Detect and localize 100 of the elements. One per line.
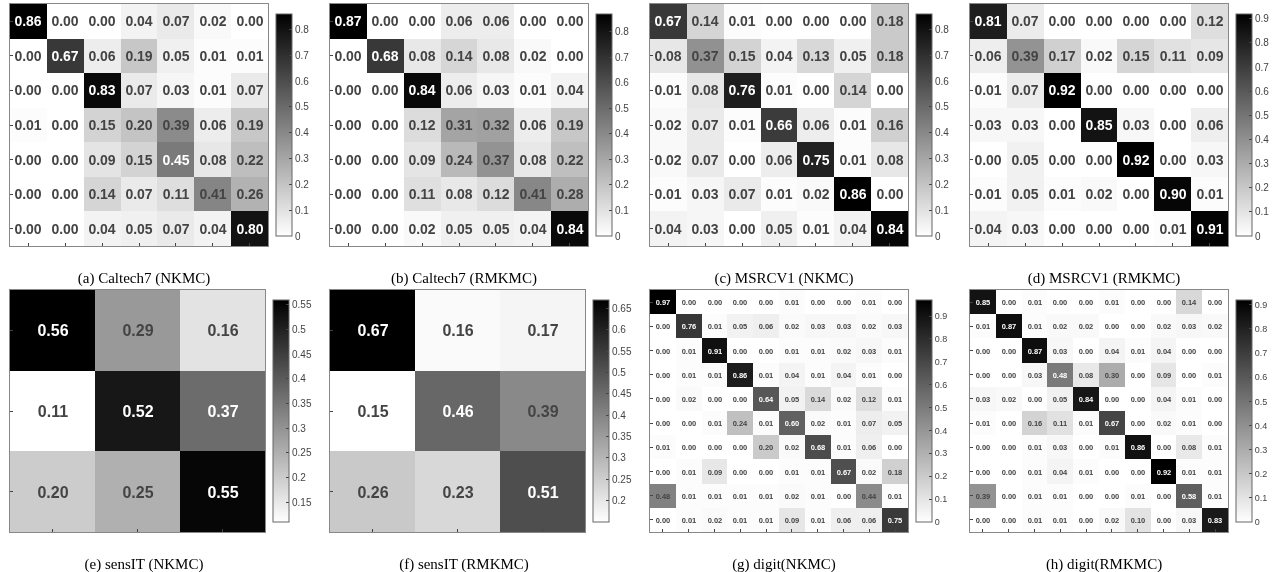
data-label: 0.06: [445, 12, 473, 29]
color-bar-label: 0.5: [612, 367, 627, 379]
data-label: 0.14: [88, 185, 116, 202]
color-bar-label: 0.2: [934, 471, 948, 482]
data-label: 0.39: [162, 116, 190, 133]
data-label: 0.00: [334, 47, 362, 64]
data-label: 0.01: [839, 116, 867, 133]
data-label: 0.00: [51, 116, 79, 133]
data-label: 0.01: [519, 81, 547, 98]
color-bar-label: 0.4: [935, 127, 950, 139]
data-label: 0.92: [1122, 151, 1150, 168]
data-label: 0.07: [728, 185, 756, 202]
data-label: 0.00: [371, 185, 399, 202]
data-label: 0.06: [519, 116, 547, 133]
data-label: 0.04: [974, 220, 1002, 237]
data-label: 0.00: [371, 81, 399, 98]
data-label: 0.45: [162, 151, 190, 168]
data-label: 0.00: [14, 220, 42, 237]
data-label: 0.11: [408, 185, 436, 202]
data-label: 0.00: [371, 151, 399, 168]
data-label: 0.02: [1085, 185, 1113, 202]
data-label: 0.66: [765, 116, 793, 133]
data-label: 0.00: [876, 81, 904, 98]
data-label: 0.05: [445, 220, 473, 237]
data-label: 0.01: [765, 185, 793, 202]
data-label: 0.03: [691, 185, 719, 202]
data-label: 0.00: [334, 81, 362, 98]
data-label: 0.02: [519, 47, 547, 64]
color-bar-label: 0.5: [615, 102, 630, 114]
data-label: 0.67: [51, 47, 79, 64]
color-bar-label: 0.3: [1254, 444, 1268, 455]
data-label: 0.01: [974, 81, 1002, 98]
data-label: 0.08: [876, 151, 904, 168]
data-label: 0.41: [199, 185, 227, 202]
color-bar-label: 0.3: [934, 448, 948, 459]
color-bar-label: 0.4: [1254, 420, 1268, 431]
color-bar-label: 0.2: [615, 179, 630, 191]
data-label: 0.18: [876, 12, 904, 29]
data-label: 0.00: [1048, 151, 1076, 168]
data-label: 0.00: [1085, 12, 1113, 29]
data-label: 0.56: [37, 321, 69, 339]
data-label: 0.06: [1196, 116, 1224, 133]
data-label: 0.24: [445, 151, 473, 168]
color-bar-label: 0.8: [615, 26, 630, 38]
data-label: 0.01: [236, 47, 264, 64]
data-label: 0.00: [728, 220, 756, 237]
color-bar-label: 0.3: [612, 452, 627, 464]
data-label: 0.80: [236, 220, 264, 237]
data-label: 0.06: [802, 116, 830, 133]
text: (h) digit(RMKMC): [1045, 556, 1163, 572]
data-label: 0.00: [371, 116, 399, 133]
data-label: 0.00: [974, 151, 1002, 168]
color-bar-label: 0.3: [935, 153, 950, 165]
data-label: 0.37: [691, 47, 719, 64]
data-label: 0.00: [1085, 151, 1113, 168]
data-label: 0.00: [408, 12, 436, 29]
data-label: 0.03: [482, 81, 510, 98]
data-label: 0.00: [519, 12, 547, 29]
text: (a) Caltech7 (NKMC): [77, 270, 211, 288]
data-label: 0.03: [974, 116, 1002, 133]
data-label: 0.00: [51, 12, 79, 29]
data-label: 0.00: [1159, 12, 1187, 29]
color-bar-label: 0.3: [615, 153, 630, 165]
data-label: 0.00: [1085, 81, 1113, 98]
data-label: 0.81: [974, 12, 1002, 29]
data-label: 0.08: [199, 151, 227, 168]
data-label: 0.02: [654, 116, 682, 133]
data-label: 0.05: [1011, 151, 1039, 168]
data-label: 0.32: [482, 116, 510, 133]
color-bar-label: 0.4: [295, 127, 310, 139]
color-bar-label: 0.8: [1255, 37, 1270, 49]
data-label: 0.07: [125, 185, 153, 202]
data-label: 0.05: [482, 220, 510, 237]
color-bar-label: 0.7: [1254, 348, 1268, 359]
color-bar-label: 0.1: [295, 204, 310, 216]
text: (f) sensIT (RMKMC): [399, 556, 529, 572]
color-bar-label: 0.1: [934, 494, 948, 505]
data-label: 0.00: [728, 151, 756, 168]
color-bar-label: 0.8: [934, 334, 948, 345]
data-label: 0.02: [654, 151, 682, 168]
data-label: 0.00: [51, 151, 79, 168]
color-bar-label: 0.25: [292, 447, 312, 459]
data-label: 0.09: [88, 151, 116, 168]
color-bar-label: 0.6: [935, 75, 950, 87]
data-label: 0.84: [556, 220, 584, 237]
data-label: 0.00: [556, 12, 584, 29]
data-label: 0.26: [236, 185, 264, 202]
data-label: 0.00: [334, 116, 362, 133]
color-bar-label: 0: [1255, 230, 1261, 242]
data-label: 0.01: [1159, 220, 1187, 237]
color-bar-label: 0.7: [615, 51, 630, 63]
data-label: 0.00: [1159, 151, 1187, 168]
data-label: 0.52: [122, 402, 154, 420]
data-label: 0.08: [654, 47, 682, 64]
color-bar-label: 0.7: [934, 356, 948, 367]
text: (b) Caltech7 (RMKMC): [391, 270, 537, 288]
data-label: 0.06: [974, 47, 1002, 64]
data-label: 0.37: [207, 402, 239, 420]
data-label: 0.01: [974, 185, 1002, 202]
color-bar-label: 0.3: [1255, 158, 1270, 170]
